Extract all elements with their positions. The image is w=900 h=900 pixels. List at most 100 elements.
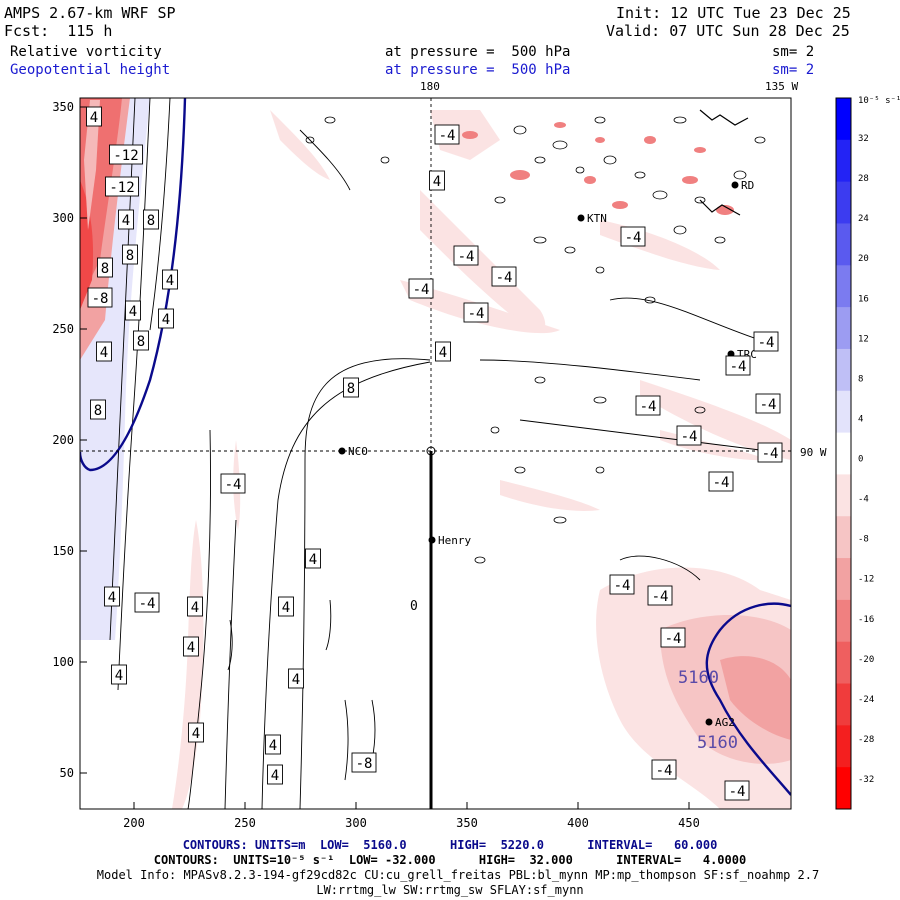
valid-time: Valid: 07 UTC Sun 28 Dec 25 <box>606 22 850 40</box>
colorbar-swatch <box>836 181 851 224</box>
station-marker <box>428 536 436 544</box>
contour-label-box <box>463 302 489 323</box>
contour-label: -4 <box>413 282 430 298</box>
contour-label: -8 <box>356 756 373 772</box>
colorbar-tick-label: 20 <box>858 254 869 264</box>
forecast-hour: Fcst: 115 h <box>4 22 113 40</box>
contour-label-box <box>188 722 204 743</box>
contour-label: 8 <box>147 213 155 229</box>
lon-label-135w: 135 W <box>765 80 799 93</box>
contour-label: -4 <box>730 359 747 375</box>
colorbar-tick-label: 28 <box>858 174 869 184</box>
contour-label: -4 <box>758 335 775 351</box>
contour-label-box <box>87 287 113 308</box>
colorbar-tick-label: -16 <box>858 615 874 625</box>
height-contour-info: CONTOURS: UNITS=m LOW= 5160.0 HIGH= 5220… <box>182 838 718 852</box>
contour-label: 4 <box>433 174 441 190</box>
contour-label: -4 <box>640 399 657 415</box>
contour-label-box <box>143 209 159 230</box>
contour-label: 4 <box>162 312 170 328</box>
level2-label: at pressure = 500 hPa <box>385 62 571 78</box>
station-marker <box>577 214 585 222</box>
colorbar-tick-label: 16 <box>858 294 869 304</box>
contour-label-box <box>267 764 283 785</box>
contour-label-box <box>111 664 127 685</box>
plot-frame <box>79 97 792 810</box>
contour-label: -8 <box>92 291 109 307</box>
contour-label: 4 <box>439 345 447 361</box>
contour-label: 4 <box>122 213 130 229</box>
field1-label: Relative vorticity <box>10 44 162 60</box>
x-tick-label: 300 <box>345 816 367 830</box>
contour-label-box <box>86 106 102 127</box>
contour-label-box <box>434 124 460 145</box>
colorbar: 10⁻⁵ s⁻¹ 32 28 24 20 16 12 8 4 0 -4 -8 -12 -16 -20 -24… <box>835 96 900 810</box>
contour-label-box <box>647 585 673 606</box>
contour-label: -4 <box>713 475 730 491</box>
contour-label: -4 <box>625 230 642 246</box>
colorbar-tick-label: 24 <box>858 214 869 224</box>
colorbar-tick-label: -12 <box>858 575 874 585</box>
colorbar-tick-label: 12 <box>858 334 869 344</box>
contour-label-box <box>660 627 686 648</box>
axis-ticks <box>80 106 690 809</box>
lon-label-90w: 90 W <box>800 446 827 459</box>
contour-label-box <box>351 752 377 773</box>
contour-label: 4 <box>108 590 116 606</box>
contour-label: -4 <box>760 397 777 413</box>
contour-label-box <box>288 668 304 689</box>
colorbar-swatch <box>836 390 851 434</box>
x-tick-label: 250 <box>234 816 256 830</box>
contour-label: 8 <box>101 261 109 277</box>
contour-label-box <box>453 245 479 266</box>
colorbar-tick-label: -32 <box>858 775 874 785</box>
x-tick-label: 400 <box>567 816 589 830</box>
contour-label-box <box>125 300 141 321</box>
contour-label: -4 <box>496 270 513 286</box>
contour-label-box <box>104 586 120 607</box>
contour-label-box <box>162 269 178 290</box>
contour-label: -4 <box>656 763 673 779</box>
smooth1-label: sm= 2 <box>772 44 815 60</box>
contour-label-box <box>109 144 143 165</box>
contour-label-box <box>105 176 139 197</box>
contour-label: -4 <box>729 784 746 800</box>
contour-label: -4 <box>681 429 698 445</box>
colorbar-swatch <box>836 432 851 475</box>
level1-label: at pressure = 500 hPa <box>385 44 571 60</box>
station-marker <box>705 718 713 726</box>
station-label: Henry <box>438 534 471 547</box>
colorbar-tick-label: 4 <box>858 414 863 424</box>
init-time: Init: 12 UTC Tue 23 Dec 25 <box>616 4 851 22</box>
height-contour-label: 5160 <box>678 668 719 688</box>
contour-label-box <box>755 393 781 414</box>
colorbar-swatch <box>836 348 851 392</box>
contour-label: 4 <box>269 738 277 754</box>
contour-label-box <box>708 471 734 492</box>
station-label: AG2 <box>715 716 735 729</box>
contour-label: 4 <box>90 110 98 126</box>
colorbar-swatch <box>836 474 851 517</box>
colorbar-swatch <box>836 223 851 266</box>
contour-label-box <box>265 734 281 755</box>
x-tick-label: 450 <box>678 816 700 830</box>
contour-label-box <box>343 377 359 398</box>
contour-label: -4 <box>614 578 631 594</box>
contour-label-box <box>609 574 635 595</box>
x-axis-labels: 200 250 300 350 400 450 <box>123 816 700 830</box>
smooth2-label: sm= 2 <box>772 62 815 78</box>
contour-label-box <box>725 355 751 376</box>
colorbar-swatch <box>836 725 851 768</box>
colorbar-frame <box>835 97 852 810</box>
colorbar-swatch <box>836 139 851 183</box>
contour-label-box <box>305 548 321 569</box>
contour-label: -4 <box>225 477 242 493</box>
colorbar-tick-label: -20 <box>858 655 874 665</box>
contour-label-box <box>183 636 199 657</box>
contour-label: -4 <box>665 631 682 647</box>
station-label: RD <box>741 179 754 192</box>
height-contour-label: 5160 <box>697 733 738 753</box>
height-label-layer: 5160 5160 <box>678 668 738 753</box>
contour-label: 4 <box>187 640 195 656</box>
